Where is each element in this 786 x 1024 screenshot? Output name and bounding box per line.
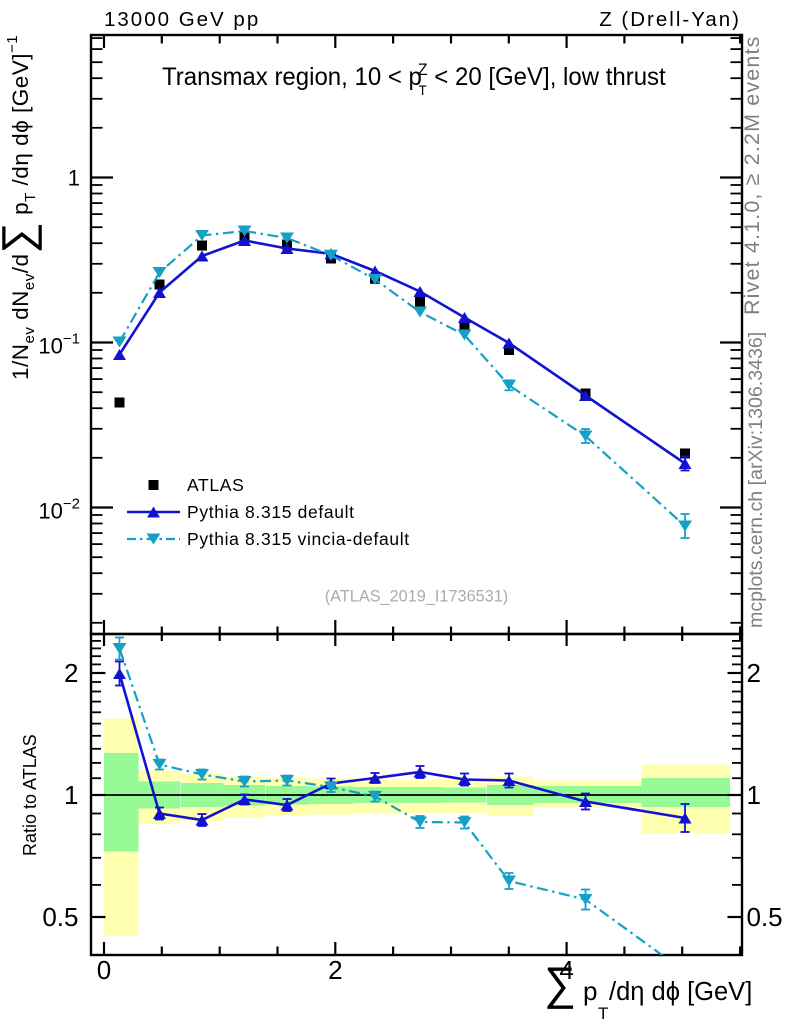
svg-text:mcplots.cern.ch [arXiv:1306.34: mcplots.cern.ch [arXiv:1306.3436] bbox=[745, 332, 767, 628]
svg-text:Pythia 8.315 vincia-default: Pythia 8.315 vincia-default bbox=[187, 529, 410, 549]
svg-text:1: 1 bbox=[64, 780, 78, 810]
svg-text:2: 2 bbox=[747, 658, 761, 688]
svg-text:/dη dϕ [GeV]: /dη dϕ [GeV] bbox=[609, 978, 752, 1006]
svg-text:ATLAS: ATLAS bbox=[187, 475, 244, 495]
svg-text:1: 1 bbox=[68, 166, 80, 191]
svg-text:Rivet 4.1.0, ≥ 2.2M events: Rivet 4.1.0, ≥ 2.2M events bbox=[740, 35, 764, 315]
svg-text:10−2: 10−2 bbox=[38, 496, 80, 524]
svg-text:0.5: 0.5 bbox=[42, 902, 78, 932]
svg-text:2: 2 bbox=[328, 955, 342, 985]
svg-text:Pythia 8.315 default: Pythia 8.315 default bbox=[187, 502, 355, 522]
svg-text:4: 4 bbox=[559, 955, 573, 985]
svg-text:0.5: 0.5 bbox=[747, 902, 783, 932]
svg-text:0: 0 bbox=[97, 955, 111, 985]
svg-text:T: T bbox=[598, 1004, 608, 1023]
svg-text:2: 2 bbox=[64, 658, 78, 688]
svg-text:13000 GeV pp: 13000 GeV pp bbox=[104, 8, 260, 31]
svg-text:Ratio to ATLAS: Ratio to ATLAS bbox=[20, 734, 40, 856]
svg-text:(ATLAS_2019_I1736531): (ATLAS_2019_I1736531) bbox=[325, 588, 508, 606]
svg-text:p: p bbox=[583, 976, 597, 1006]
svg-text:1: 1 bbox=[747, 780, 761, 810]
svg-text:∑: ∑ bbox=[544, 957, 576, 1009]
svg-text:Z (Drell-Yan): Z (Drell-Yan) bbox=[599, 8, 741, 31]
